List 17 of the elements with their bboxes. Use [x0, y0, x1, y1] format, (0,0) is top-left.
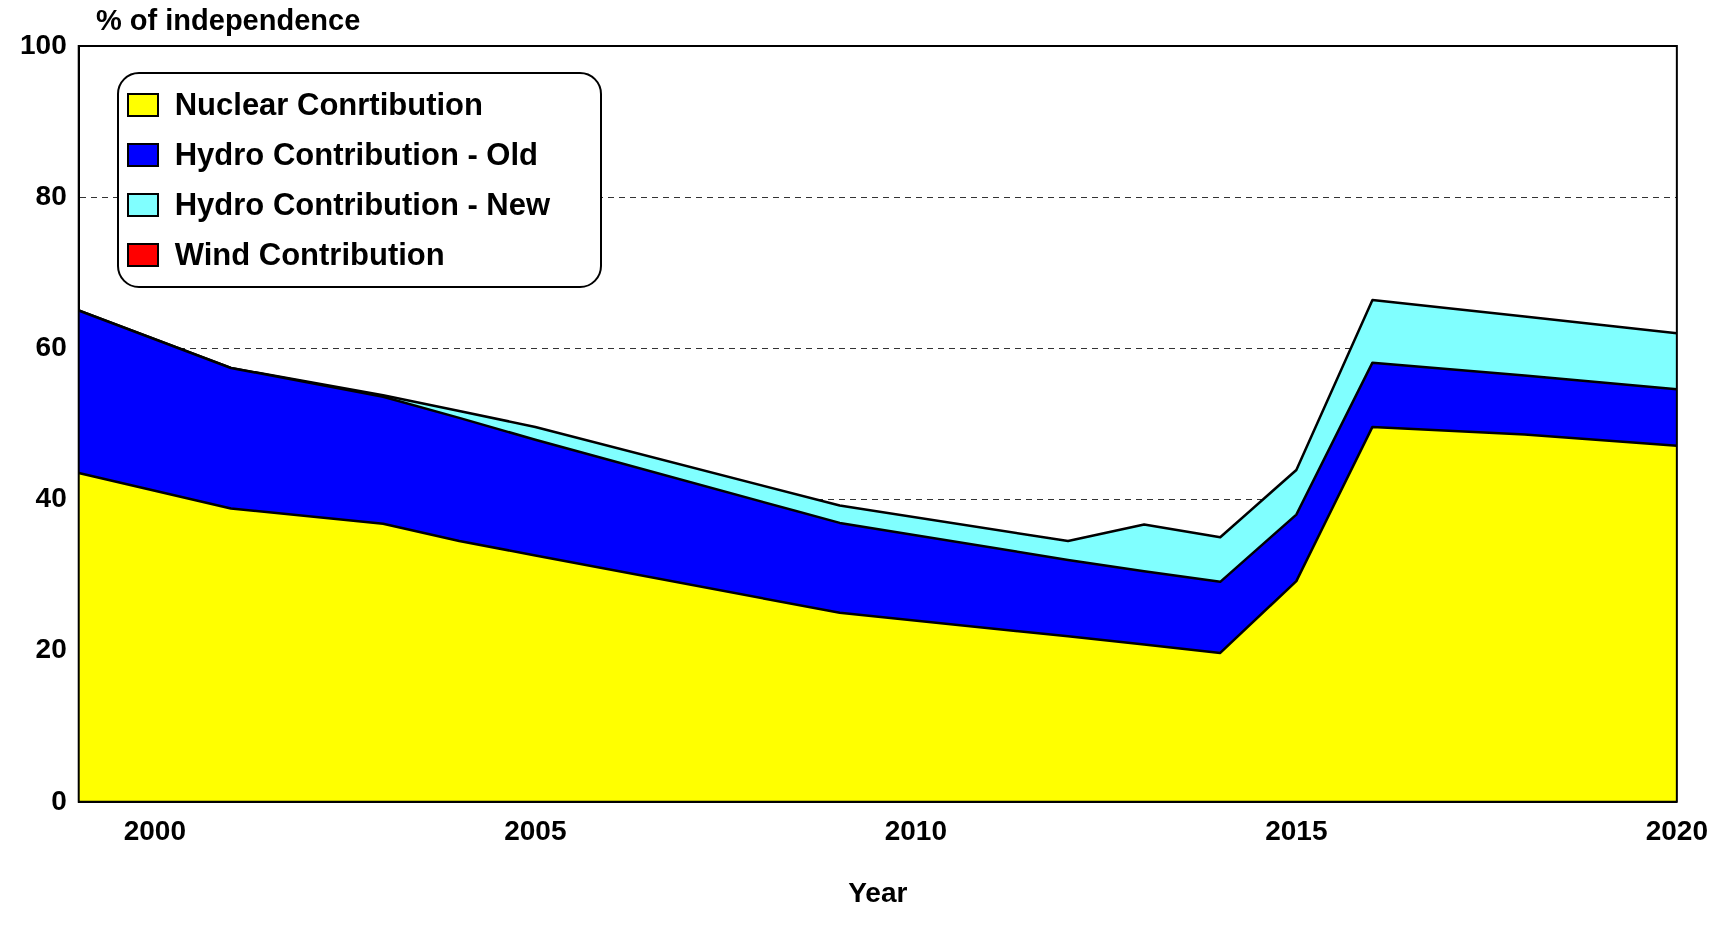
- x-axis-title: Year: [848, 876, 908, 908]
- x-tick-label: 2020: [1645, 815, 1708, 847]
- legend-label: Wind Contribution: [174, 237, 445, 273]
- y-tick-label: 20: [35, 633, 67, 665]
- y-tick-label: 40: [35, 482, 67, 514]
- y-tick-label: 100: [20, 28, 67, 60]
- legend-label: Nuclear Conrtibution: [174, 87, 483, 123]
- y-tick-label: 60: [35, 331, 67, 363]
- x-tick-label: 2010: [884, 815, 947, 847]
- x-tick-label: 2005: [504, 815, 567, 847]
- x-tick-label: 2015: [1265, 815, 1328, 847]
- legend-label: Hydro Contribution - New: [174, 187, 551, 223]
- legend-label: Hydro Contribution - Old: [174, 137, 539, 173]
- y-tick-label: 80: [35, 179, 67, 211]
- x-tick-label: 2000: [123, 815, 186, 847]
- y-axis-title: % of independence: [96, 4, 361, 37]
- y-tick-label: 0: [51, 784, 67, 816]
